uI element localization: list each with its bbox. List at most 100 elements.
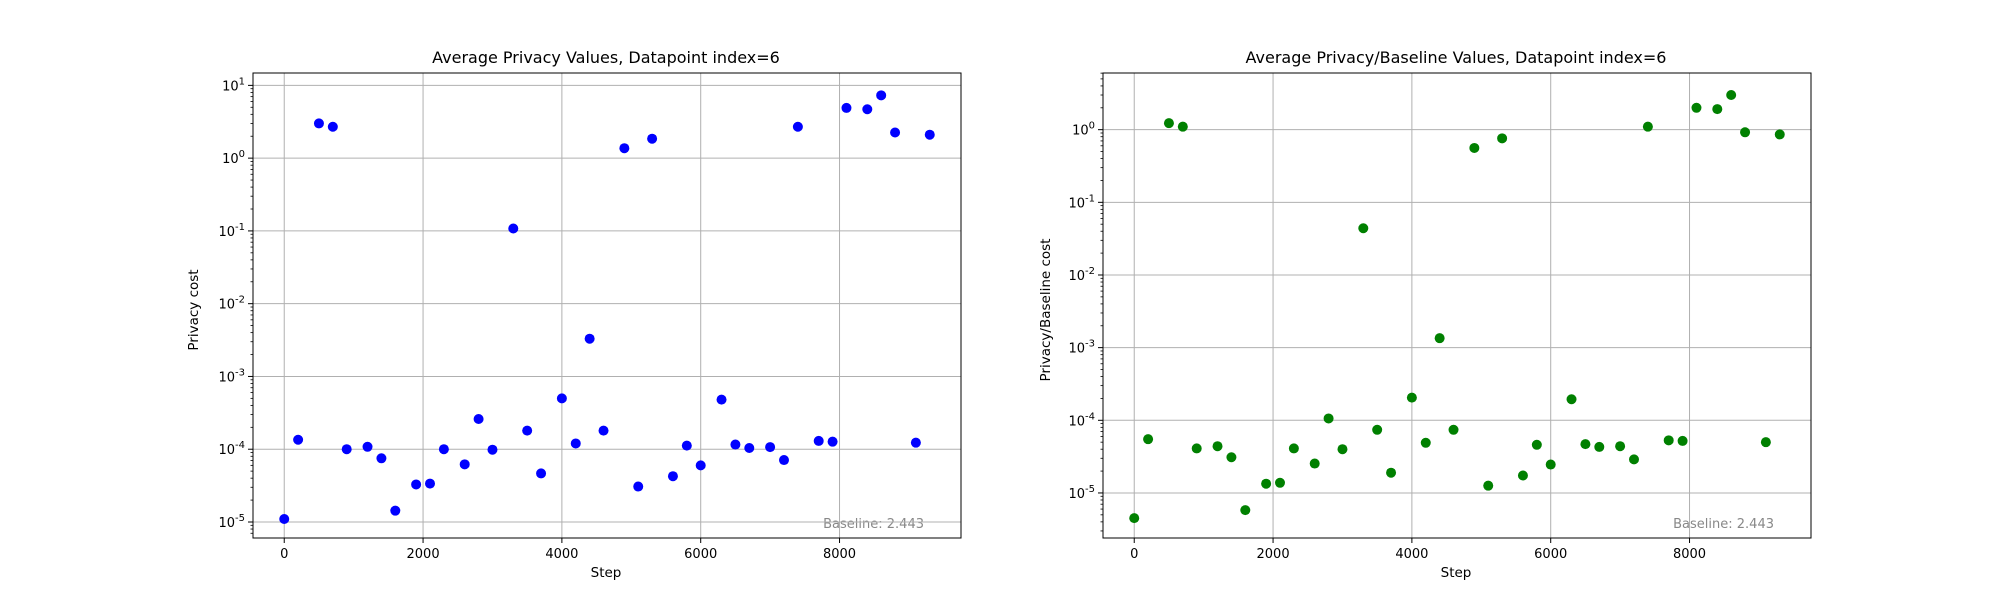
data-point: [1497, 133, 1508, 144]
data-point: [362, 441, 373, 452]
data-point: [1469, 142, 1480, 153]
data-point: [313, 118, 324, 129]
data-point: [827, 436, 838, 447]
x-axis-label: Step: [1441, 565, 1472, 581]
data-point: [1594, 441, 1605, 452]
data-point: [376, 453, 387, 464]
x-tick-label: 6000: [684, 547, 717, 562]
data-point: [1337, 444, 1348, 455]
data-point: [744, 442, 755, 453]
x-axis-label: Step: [591, 565, 622, 581]
data-point: [730, 439, 741, 450]
data-point: [1309, 458, 1320, 469]
data-point: [1372, 424, 1383, 435]
data-point: [570, 438, 581, 449]
data-point: [293, 434, 304, 445]
plot-frame: [252, 72, 962, 539]
data-point: [695, 460, 706, 471]
data-point: [279, 513, 290, 524]
y-axis-label: Privacy cost: [186, 269, 202, 350]
data-point: [1774, 129, 1785, 140]
data-point: [647, 133, 658, 144]
data-point: [1677, 435, 1688, 446]
data-point: [1240, 505, 1251, 516]
data-point: [841, 102, 852, 113]
data-point: [1386, 467, 1397, 478]
data-point: [473, 414, 484, 425]
data-point: [522, 425, 533, 436]
data-point: [1517, 470, 1528, 481]
data-point: [327, 121, 338, 132]
y-tick-label: 101: [222, 76, 245, 94]
data-point: [1261, 478, 1272, 489]
y-tick-label: 10-3: [1068, 339, 1095, 357]
data-point: [1163, 118, 1174, 129]
y-tick-label: 10-2: [218, 295, 245, 313]
data-point: [813, 435, 824, 446]
data-point: [792, 121, 803, 132]
data-point: [924, 129, 935, 140]
data-point: [667, 471, 678, 482]
data-point: [1629, 454, 1639, 465]
privacy-baseline-chart: Average Privacy/Baseline Values, Datapoi…: [1038, 48, 1812, 581]
x-tick-label: 8000: [1673, 547, 1706, 562]
data-point: [341, 444, 352, 455]
y-tick-label: 10-4: [1068, 411, 1095, 429]
data-point: [1420, 437, 1431, 448]
x-tick-label: 4000: [545, 547, 578, 562]
data-point: [1406, 392, 1417, 403]
data-point: [1143, 434, 1154, 445]
x-tick-label: 0: [280, 547, 288, 562]
data-point: [890, 127, 901, 138]
data-point: [681, 440, 692, 451]
data-point: [765, 442, 776, 453]
data-point: [390, 505, 401, 516]
data-point: [556, 393, 567, 404]
data-point: [459, 459, 470, 470]
y-tick-label: 10-5: [218, 513, 245, 531]
data-point: [1434, 333, 1445, 344]
y-tick-label: 10-3: [218, 367, 245, 385]
baseline-annotation: Baseline: 2.443: [1673, 517, 1774, 532]
data-point: [438, 444, 449, 455]
data-point: [1275, 477, 1285, 488]
y-axis-label: Privacy/Baseline cost: [1038, 239, 1054, 382]
data-point: [1531, 439, 1542, 450]
data-point: [1740, 127, 1751, 138]
y-tick-label: 10-5: [1068, 484, 1095, 502]
data-point: [1323, 413, 1334, 424]
baseline-annotation: Baseline: 2.443: [823, 517, 924, 532]
data-point: [1448, 424, 1459, 435]
x-tick-label: 6000: [1534, 547, 1567, 562]
data-point: [1663, 435, 1674, 446]
chart-title: Average Privacy/Baseline Values, Datapoi…: [1246, 48, 1667, 67]
data-point: [508, 223, 519, 234]
x-tick-label: 0: [1130, 547, 1138, 562]
data-point: [1545, 459, 1556, 470]
data-point: [862, 104, 873, 115]
data-point: [633, 481, 644, 492]
privacy-chart: Average Privacy Values, Datapoint index=…: [186, 48, 962, 581]
data-point: [1691, 102, 1702, 113]
data-point: [619, 143, 630, 154]
plot-frame: [1102, 72, 1812, 539]
data-point: [411, 479, 422, 490]
data-point: [1212, 441, 1223, 452]
y-tick-label: 10-1: [1068, 193, 1095, 211]
data-point: [1566, 394, 1577, 405]
data-point: [1191, 443, 1202, 454]
data-point: [487, 444, 498, 455]
data-point: [1483, 480, 1494, 491]
data-point: [536, 468, 547, 479]
data-point: [1129, 513, 1140, 524]
y-tick-label: 10-4: [218, 440, 245, 458]
y-tick-label: 10-1: [218, 222, 245, 240]
data-point: [1288, 443, 1299, 454]
data-point: [910, 437, 921, 448]
data-point: [598, 425, 609, 436]
x-tick-label: 4000: [1395, 547, 1428, 562]
data-point: [1726, 90, 1737, 101]
data-point: [1226, 452, 1237, 463]
x-tick-label: 2000: [407, 547, 440, 562]
